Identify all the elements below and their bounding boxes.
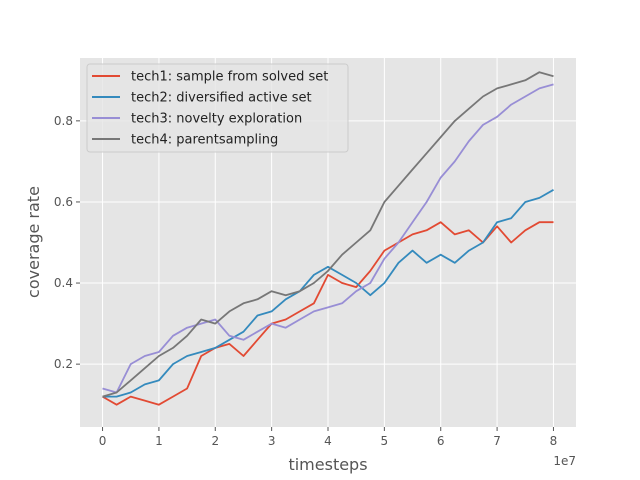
x-tick-label: 5 xyxy=(381,434,389,448)
x-tick-label: 7 xyxy=(493,434,501,448)
x-ticks: 0 1 2 3 4 5 6 7 8 xyxy=(99,427,558,448)
legend-label-tech3: tech3: novelty exploration xyxy=(131,112,302,127)
x-tick-label: 8 xyxy=(550,434,558,448)
legend-label-tech2: tech2: diversified active set xyxy=(131,91,312,106)
y-axis-label: coverage rate xyxy=(24,186,43,298)
x-axis-label: timesteps xyxy=(288,455,367,474)
x-tick-label: 6 xyxy=(437,434,445,448)
y-tick-label: 0.6 xyxy=(54,195,73,209)
x-tick-label: 1 xyxy=(155,434,163,448)
x-tick-label: 0 xyxy=(99,434,107,448)
legend-box xyxy=(86,63,349,153)
series-line-tech4 xyxy=(102,71,554,398)
legend-label-tech1: tech1: sample from solved set xyxy=(131,70,328,85)
series-line-tech3 xyxy=(102,83,554,394)
legend: tech1: sample from solved set tech2: dive… xyxy=(86,63,349,153)
y-tick-label: 0.8 xyxy=(54,114,73,128)
y-ticks: 0.2 0.4 0.6 0.8 xyxy=(54,114,80,371)
x-tick-label: 2 xyxy=(211,434,219,448)
y-tick-label: 0.4 xyxy=(54,276,73,290)
y-tick-label: 0.2 xyxy=(54,357,73,371)
series-group xyxy=(102,71,554,406)
series-line-tech1 xyxy=(102,221,554,406)
legend-label-tech4: tech4: parentsampling xyxy=(131,133,278,148)
x-offset-label: 1e7 xyxy=(553,454,576,468)
x-tick-label: 4 xyxy=(324,434,332,448)
x-tick-label: 3 xyxy=(268,434,276,448)
series-line-tech2 xyxy=(102,189,554,398)
